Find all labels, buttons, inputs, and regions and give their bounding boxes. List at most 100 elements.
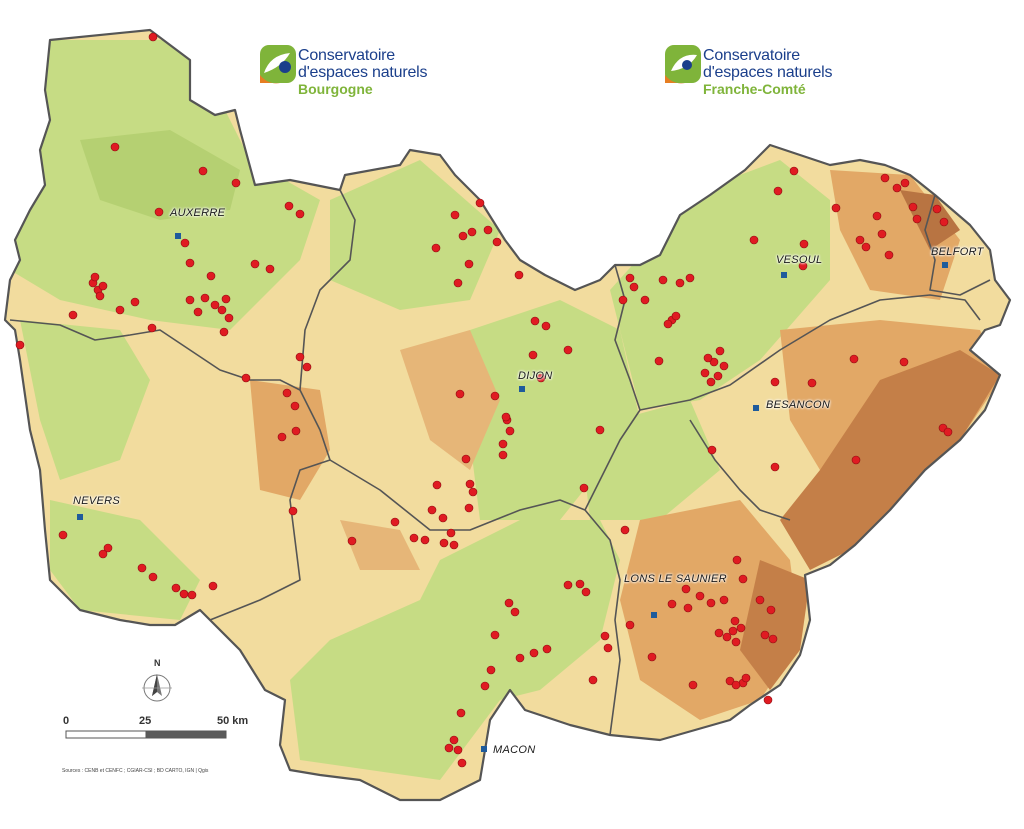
site-marker <box>880 173 890 183</box>
site-marker <box>241 373 251 383</box>
site-marker <box>510 607 520 617</box>
logo-bourgogne-line2: d'espaces naturels <box>298 64 428 81</box>
site-marker <box>505 426 515 436</box>
compass-north-label: N <box>154 658 161 668</box>
site-marker <box>640 295 650 305</box>
site-marker <box>58 530 68 540</box>
site-marker <box>295 352 305 362</box>
site-marker <box>681 584 691 594</box>
site-marker <box>719 595 729 605</box>
site-marker <box>210 300 220 310</box>
logo-franche-comte-line2: d'espaces naturels <box>703 64 833 81</box>
site-marker <box>595 425 605 435</box>
site-marker <box>455 389 465 399</box>
city-marker-belfort <box>942 262 948 268</box>
site-marker <box>431 243 441 253</box>
site-marker <box>147 323 157 333</box>
site-marker <box>625 620 635 630</box>
site-marker <box>224 313 234 323</box>
site-marker <box>579 483 589 493</box>
site-marker <box>185 258 195 268</box>
site-marker <box>536 373 546 383</box>
site-marker <box>221 294 231 304</box>
site-marker <box>855 235 865 245</box>
site-marker <box>685 273 695 283</box>
site-marker <box>588 675 598 685</box>
site-marker <box>773 186 783 196</box>
site-marker <box>480 681 490 691</box>
site-marker <box>180 238 190 248</box>
site-marker <box>581 587 591 597</box>
site-marker <box>706 377 716 387</box>
site-marker <box>130 297 140 307</box>
site-marker <box>529 648 539 658</box>
site-marker <box>528 350 538 360</box>
site-marker <box>465 479 475 489</box>
site-marker <box>15 340 25 350</box>
site-marker <box>542 644 552 654</box>
site-marker <box>208 581 218 591</box>
site-marker <box>738 574 748 584</box>
site-marker <box>137 563 147 573</box>
site-marker <box>799 239 809 249</box>
site-marker <box>148 32 158 42</box>
site-marker <box>770 377 780 387</box>
site-marker <box>457 758 467 768</box>
site-marker <box>231 178 241 188</box>
site-marker <box>861 242 871 252</box>
site-marker <box>695 591 705 601</box>
site-marker <box>763 695 773 705</box>
scale-label-25: 25 <box>139 715 152 727</box>
site-marker <box>849 354 859 364</box>
site-marker <box>625 273 635 283</box>
site-marker <box>943 427 953 437</box>
site-marker <box>600 631 610 641</box>
site-marker <box>187 590 197 600</box>
city-label-vesoul: VESOUL <box>776 254 823 266</box>
site-marker <box>467 227 477 237</box>
site-marker <box>110 142 120 152</box>
site-marker <box>250 259 260 269</box>
site-marker <box>490 391 500 401</box>
site-marker <box>713 371 723 381</box>
city-label-lons: LONS LE SAUNIER <box>624 573 727 585</box>
site-marker <box>932 204 942 214</box>
site-marker <box>282 388 292 398</box>
site-marker <box>439 538 449 548</box>
logo-bourgogne: Conservatoire d'espaces naturels Bourgog… <box>258 47 458 117</box>
site-marker <box>475 198 485 208</box>
site-marker <box>420 535 430 545</box>
site-marker <box>731 680 741 690</box>
site-marker <box>154 207 164 217</box>
site-marker <box>719 361 729 371</box>
site-marker <box>486 665 496 675</box>
site-marker <box>193 307 203 317</box>
site-marker <box>464 503 474 513</box>
site-marker <box>461 454 471 464</box>
site-marker <box>490 630 500 640</box>
department-borders <box>3 28 1012 802</box>
site-marker <box>514 270 524 280</box>
site-marker <box>504 598 514 608</box>
site-marker <box>715 346 725 356</box>
site-marker <box>501 412 511 422</box>
site-marker <box>185 295 195 305</box>
site-marker <box>728 626 738 636</box>
site-marker <box>798 261 808 271</box>
site-marker <box>667 599 677 609</box>
site-marker <box>458 231 468 241</box>
site-marker <box>647 652 657 662</box>
site-marker <box>908 202 918 212</box>
site-marker <box>483 225 493 235</box>
site-marker <box>603 643 613 653</box>
site-marker <box>768 634 778 644</box>
site-marker <box>714 628 724 638</box>
site-marker <box>409 533 419 543</box>
site-marker <box>453 745 463 755</box>
site-marker <box>831 203 841 213</box>
site-marker <box>703 353 713 363</box>
city-marker-auxerre <box>175 233 181 239</box>
city-label-belfort: BELFORT <box>931 246 984 258</box>
site-marker <box>450 210 460 220</box>
